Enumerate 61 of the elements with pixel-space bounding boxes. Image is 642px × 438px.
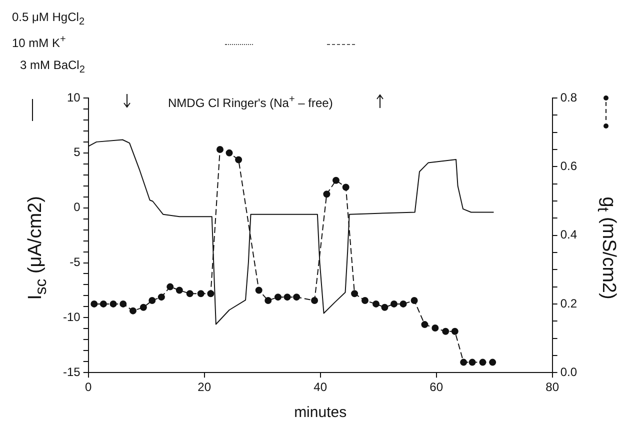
text: 0.5 μM HgCl$_{2}$ [12,10,84,28]
point [442,328,450,335]
point [158,294,165,301]
point [311,297,318,304]
y2-tick-label: 0.4 [560,228,578,242]
point [100,300,107,308]
y-tick-label: -15 [63,364,81,379]
point [293,294,300,301]
x-tick-label: 40 [314,380,328,394]
y2-tick-label: 0.8 [560,90,578,104]
point [90,300,98,308]
y-tick-label: 5 [74,145,81,160]
point [176,286,183,294]
point [255,286,262,294]
x-tick-label: 60 [430,380,444,394]
y2-tick-label: 0.0 [560,364,578,379]
point [140,304,147,311]
y2-tick-label: 0.6 [560,158,578,173]
y-tick-label: 0 [74,200,81,214]
point [216,146,224,153]
point [342,184,350,191]
y2-tick-label: 0.2 [560,296,578,310]
point [207,290,214,298]
point [351,290,358,298]
point [468,358,476,366]
point [197,290,204,298]
point [332,176,340,184]
point [235,156,242,164]
x-tick-label: 20 [198,380,212,394]
point [361,297,368,304]
point [460,358,468,366]
point [400,300,407,308]
text: 3 mM BaCl$_{2}$ [20,58,85,76]
point [226,149,233,156]
point [166,283,174,290]
point [390,300,398,308]
point [432,324,439,332]
point [479,358,486,366]
point [381,304,388,311]
point [264,297,272,304]
point [421,321,428,328]
annotation: NMDG Cl Ringer's (Na$^{+}$ – free) [168,94,333,110]
point [148,297,156,304]
point [130,307,136,314]
x-tick-label: 80 [546,380,560,394]
y-tick-label: -5 [70,255,81,270]
point [372,300,380,308]
point [110,300,117,308]
point [451,328,458,335]
point [410,297,418,304]
point [323,190,330,198]
y-tick-label: 10 [66,90,81,104]
x-tick-label: 0 [85,380,92,394]
x-axis-title: minutes [294,404,347,422]
point [120,300,127,308]
point [284,294,291,301]
text: 10 mM K$^{+}$ [12,34,66,50]
point [186,290,194,298]
point [274,294,282,301]
y-tick-label: -10 [63,310,81,324]
point [489,358,496,366]
